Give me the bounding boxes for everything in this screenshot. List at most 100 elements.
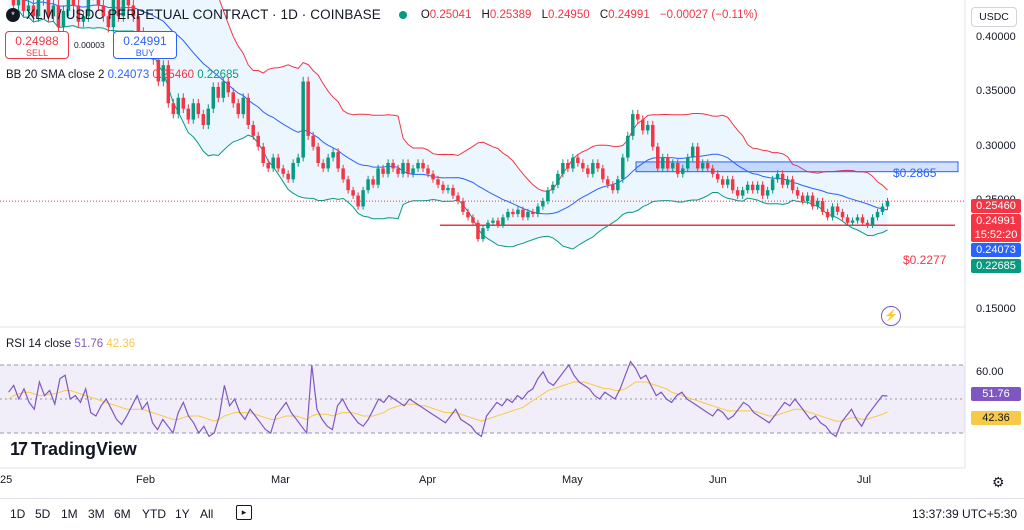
currency-button[interactable]: USDC	[971, 7, 1017, 27]
bottom-toolbar	[0, 498, 1024, 530]
candle-body	[81, 16, 86, 22]
chart-header: * XLM / USDC PERPETUAL CONTRACT · 1D · C…	[6, 7, 765, 22]
range-button-6m[interactable]: 6M	[114, 507, 131, 521]
candle-body	[466, 211, 470, 218]
candle-body	[521, 209, 525, 218]
candle-body	[840, 211, 845, 218]
candle-body	[441, 184, 445, 191]
candle-body	[810, 195, 815, 207]
candle-body	[386, 163, 390, 174]
candle-body	[646, 124, 650, 131]
candle-body	[436, 179, 440, 185]
candle-body	[626, 135, 630, 158]
candle-body	[670, 163, 675, 169]
candle-body	[850, 220, 855, 223]
candle-body	[161, 65, 166, 82]
range-button-1d[interactable]: 1D	[10, 507, 26, 521]
candle-body	[556, 173, 560, 185]
rsi-legend[interactable]: RSI 14 close 51.76 42.36	[6, 338, 136, 350]
range-button-ytd[interactable]: YTD	[142, 507, 166, 521]
candle-body	[700, 163, 705, 169]
price-axis-tick: 0.40000	[976, 31, 1016, 44]
candle-body	[516, 209, 520, 215]
candle-body	[171, 103, 176, 115]
candle-body	[566, 163, 570, 169]
last-price-tag: 0.24991 15:52:20	[971, 214, 1021, 242]
candle-body	[126, 0, 131, 6]
candle-body	[96, 0, 101, 6]
candle-body	[730, 179, 735, 191]
candle-body	[391, 163, 395, 169]
candle-body	[581, 163, 585, 169]
date-range-calendar-icon[interactable]: ▸	[236, 505, 252, 520]
bollinger-band-fill	[8, 0, 888, 249]
candle-body	[431, 173, 435, 180]
candle-body	[256, 135, 260, 147]
candle-body	[286, 173, 290, 180]
candle-body	[885, 201, 890, 207]
candle-body	[16, 0, 21, 6]
candle-body	[416, 163, 420, 169]
candle-body	[531, 211, 535, 215]
candle-body	[426, 168, 430, 174]
candle-body	[211, 86, 216, 109]
candle-body	[875, 211, 880, 218]
candle-body	[765, 190, 770, 196]
candle-body	[361, 190, 365, 207]
clock[interactable]: 13:37:39 UTC+5:30	[912, 507, 1018, 521]
candle-body	[880, 206, 885, 212]
candle-body	[631, 114, 635, 136]
last-price-value: 0.24991	[976, 215, 1016, 227]
candle-body	[251, 124, 255, 136]
candle-body	[61, 10, 66, 28]
candle-body	[371, 179, 375, 185]
candle-body	[546, 190, 550, 202]
time-axis-tick: Jul	[857, 474, 872, 486]
candle-body	[236, 103, 240, 115]
range-button-1m[interactable]: 1M	[61, 507, 78, 521]
candle-body	[356, 195, 360, 207]
candle-body	[481, 228, 485, 240]
candle-body	[471, 217, 475, 223]
buy-button[interactable]: 0.24991 BUY	[113, 31, 177, 59]
candle-body	[46, 0, 51, 17]
candle-body	[321, 163, 325, 169]
rsi-axis-tick: 60.00	[976, 366, 1004, 378]
candle-body	[695, 146, 700, 169]
candle-body	[86, 0, 91, 17]
candle-body	[795, 190, 800, 196]
candle-body	[661, 157, 665, 169]
candle-body	[685, 157, 690, 169]
candle-body	[401, 163, 405, 174]
sell-button[interactable]: 0.24988 SELL	[5, 31, 69, 59]
candle-body	[536, 206, 540, 215]
candle-body	[346, 179, 350, 191]
candle-body	[311, 135, 315, 147]
candle-body	[186, 108, 191, 120]
settings-gear-icon[interactable]: ⚙	[992, 474, 1005, 490]
candle-body	[176, 97, 181, 115]
candle-body	[341, 168, 345, 180]
candle-body	[506, 211, 510, 218]
range-button-3m[interactable]: 3M	[88, 507, 105, 521]
range-button-all[interactable]: All	[200, 507, 214, 521]
candle-body	[246, 97, 250, 125]
candle-body	[656, 146, 660, 169]
range-button-5d[interactable]: 5D	[35, 507, 51, 521]
candle-body	[351, 190, 355, 196]
candle-body	[815, 201, 820, 207]
candle-body	[835, 206, 840, 212]
bollinger-legend[interactable]: BB 20 SMA close 2 0.24073 0.25460 0.2268…	[6, 69, 239, 81]
candle-body	[611, 184, 615, 191]
candle-body	[675, 163, 680, 174]
candle-body	[221, 81, 226, 98]
time-axis-tick: 25	[0, 474, 13, 486]
symbol-title[interactable]: XLM / USDC PERPETUAL CONTRACT · 1D · COI…	[26, 7, 381, 22]
range-button-1y[interactable]: 1Y	[175, 507, 190, 521]
candle-body	[36, 0, 41, 17]
flash-icon[interactable]: ⚡	[881, 306, 901, 326]
candle-body	[720, 179, 725, 185]
candle-body	[261, 146, 265, 163]
spread-value: 0.00003	[74, 40, 105, 50]
